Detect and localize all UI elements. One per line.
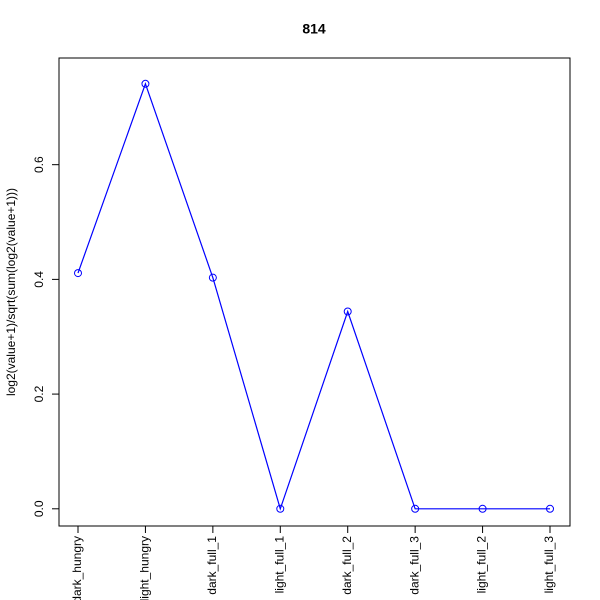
point (478, 504, 487, 513)
x-tick-label: dark_full_1 (205, 536, 219, 595)
point (276, 504, 285, 513)
point (74, 269, 82, 278)
y-axis-label: log2(value+1)/sqrt(sum(log2(value+1))) (4, 188, 18, 396)
y-tick-label: 0.2 (32, 385, 46, 402)
y-tick-label: 0.0 (32, 500, 46, 517)
x-tick-label: dark_full_3 (407, 536, 421, 595)
point (411, 504, 420, 513)
point (546, 504, 554, 513)
y-tick-label: 0.4 (32, 271, 46, 288)
x-tick-label: dark_full_2 (340, 536, 354, 595)
y-tick-label: 0.6 (32, 156, 46, 173)
x-tick-label: light_full_1 (272, 536, 286, 594)
series-line (77, 82, 550, 511)
point (141, 79, 150, 88)
point (208, 273, 217, 282)
plot-box (58, 57, 571, 527)
x-tick-label: light_hungry (138, 536, 152, 600)
x-tick-label: dark_hungry (70, 536, 84, 600)
chart-title: 814 (302, 21, 326, 37)
x-tick-label: light_full_3 (542, 536, 556, 594)
point (343, 307, 352, 316)
x-tick-label: light_full_2 (475, 536, 489, 594)
